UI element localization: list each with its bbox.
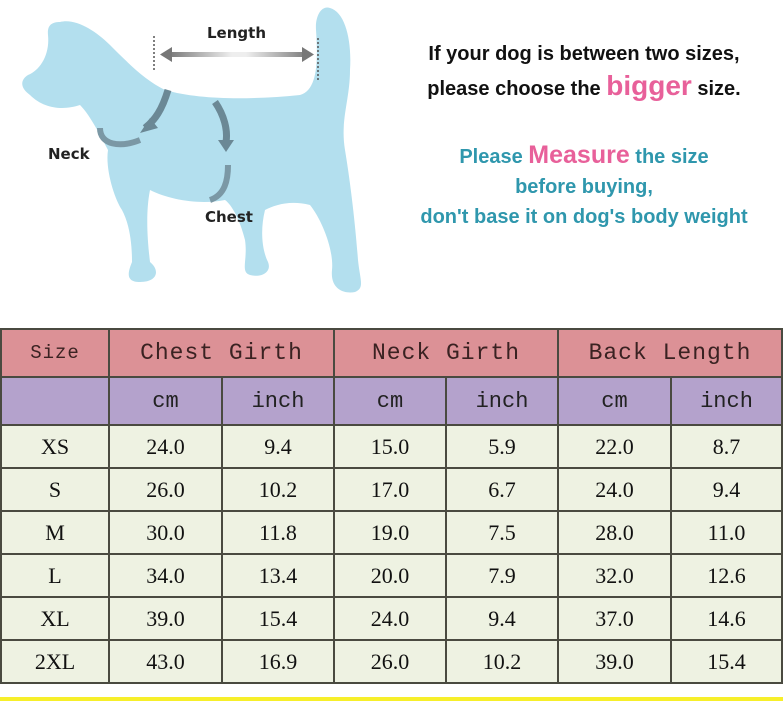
value-cell: 15.4 [221, 596, 335, 641]
unit-cell: inch [445, 376, 559, 426]
table-row: S 26.0 10.2 17.0 6.7 24.0 9.4 [0, 467, 783, 512]
value-cell: 34.0 [108, 553, 223, 598]
value-cell: 11.0 [670, 510, 783, 555]
advice-text: the size [629, 146, 709, 168]
value-cell: 22.0 [557, 424, 672, 469]
value-cell: 28.0 [557, 510, 672, 555]
size-cell: XS [0, 424, 110, 469]
advice-text: Please [459, 146, 529, 168]
value-cell: 11.8 [221, 510, 335, 555]
advice-line-5: don't base it on dog's body weight [420, 206, 748, 228]
value-cell: 32.0 [557, 553, 672, 598]
value-cell: 12.6 [670, 553, 783, 598]
header-row: Size Chest Girth Neck Girth Back Length [0, 328, 783, 378]
value-cell: 13.4 [221, 553, 335, 598]
unit-cell-empty [0, 376, 110, 426]
value-cell: 10.2 [221, 467, 335, 512]
value-cell: 17.0 [333, 467, 447, 512]
measure-advice: Please Measure the size before buying, d… [385, 140, 783, 232]
value-cell: 26.0 [333, 639, 447, 684]
bigger-emphasis: bigger [606, 70, 692, 101]
value-cell: 26.0 [108, 467, 223, 512]
size-cell: 2XL [0, 639, 110, 684]
table-row: 2XL 43.0 16.9 26.0 10.2 39.0 15.4 [0, 639, 783, 684]
unit-cell: inch [221, 376, 335, 426]
value-cell: 15.4 [670, 639, 783, 684]
table-row: XL 39.0 15.4 24.0 9.4 37.0 14.6 [0, 596, 783, 641]
unit-cell: cm [333, 376, 447, 426]
value-cell: 30.0 [108, 510, 223, 555]
value-cell: 24.0 [108, 424, 223, 469]
value-cell: 15.0 [333, 424, 447, 469]
chest-arrow [212, 100, 230, 143]
length-arrow [168, 52, 310, 57]
neck-label: Neck [48, 145, 90, 163]
unit-cell: inch [670, 376, 783, 426]
table-row: L 34.0 13.4 20.0 7.9 32.0 12.6 [0, 553, 783, 598]
advice-text: please choose the [427, 78, 607, 100]
advice-line-2: please choose the bigger size. [385, 70, 783, 105]
value-cell: 37.0 [557, 596, 672, 641]
size-advice: If your dog is between two sizes, please… [385, 38, 783, 105]
advice-text: size. [691, 78, 741, 100]
value-cell: 7.5 [445, 510, 559, 555]
value-cell: 9.4 [445, 596, 559, 641]
value-cell: 5.9 [445, 424, 559, 469]
value-cell: 24.0 [557, 467, 672, 512]
bottom-border [0, 697, 783, 701]
size-header: Size [0, 328, 110, 378]
back-length-header: Back Length [557, 328, 783, 378]
value-cell: 24.0 [333, 596, 447, 641]
size-cell: L [0, 553, 110, 598]
size-cell: M [0, 510, 110, 555]
dog-measurement-diagram [22, 7, 362, 293]
table-row: XS 24.0 9.4 15.0 5.9 22.0 8.7 [0, 424, 783, 469]
value-cell: 7.9 [445, 553, 559, 598]
value-cell: 9.4 [221, 424, 335, 469]
unit-row: cm inch cm inch cm inch [0, 376, 783, 426]
size-cell: S [0, 467, 110, 512]
value-cell: 39.0 [108, 596, 223, 641]
advice-line-1: If your dog is between two sizes, [428, 43, 740, 65]
advice-line-4: before buying, [515, 176, 653, 198]
neck-girth-header: Neck Girth [333, 328, 559, 378]
measure-emphasis: Measure [528, 141, 630, 169]
value-cell: 14.6 [670, 596, 783, 641]
value-cell: 10.2 [445, 639, 559, 684]
chest-girth-header: Chest Girth [108, 328, 335, 378]
size-table: Size Chest Girth Neck Girth Back Length … [0, 328, 783, 684]
value-cell: 19.0 [333, 510, 447, 555]
unit-cell: cm [108, 376, 223, 426]
advice-line-3: Please Measure the size [385, 140, 783, 172]
value-cell: 20.0 [333, 553, 447, 598]
value-cell: 39.0 [557, 639, 672, 684]
value-cell: 8.7 [670, 424, 783, 469]
table-row: M 30.0 11.8 19.0 7.5 28.0 11.0 [0, 510, 783, 555]
unit-cell: cm [557, 376, 672, 426]
chest-label: Chest [205, 208, 253, 226]
value-cell: 6.7 [445, 467, 559, 512]
dog-silhouette [22, 7, 362, 293]
size-cell: XL [0, 596, 110, 641]
value-cell: 9.4 [670, 467, 783, 512]
value-cell: 43.0 [108, 639, 223, 684]
value-cell: 16.9 [221, 639, 335, 684]
length-label: Length [207, 24, 266, 42]
